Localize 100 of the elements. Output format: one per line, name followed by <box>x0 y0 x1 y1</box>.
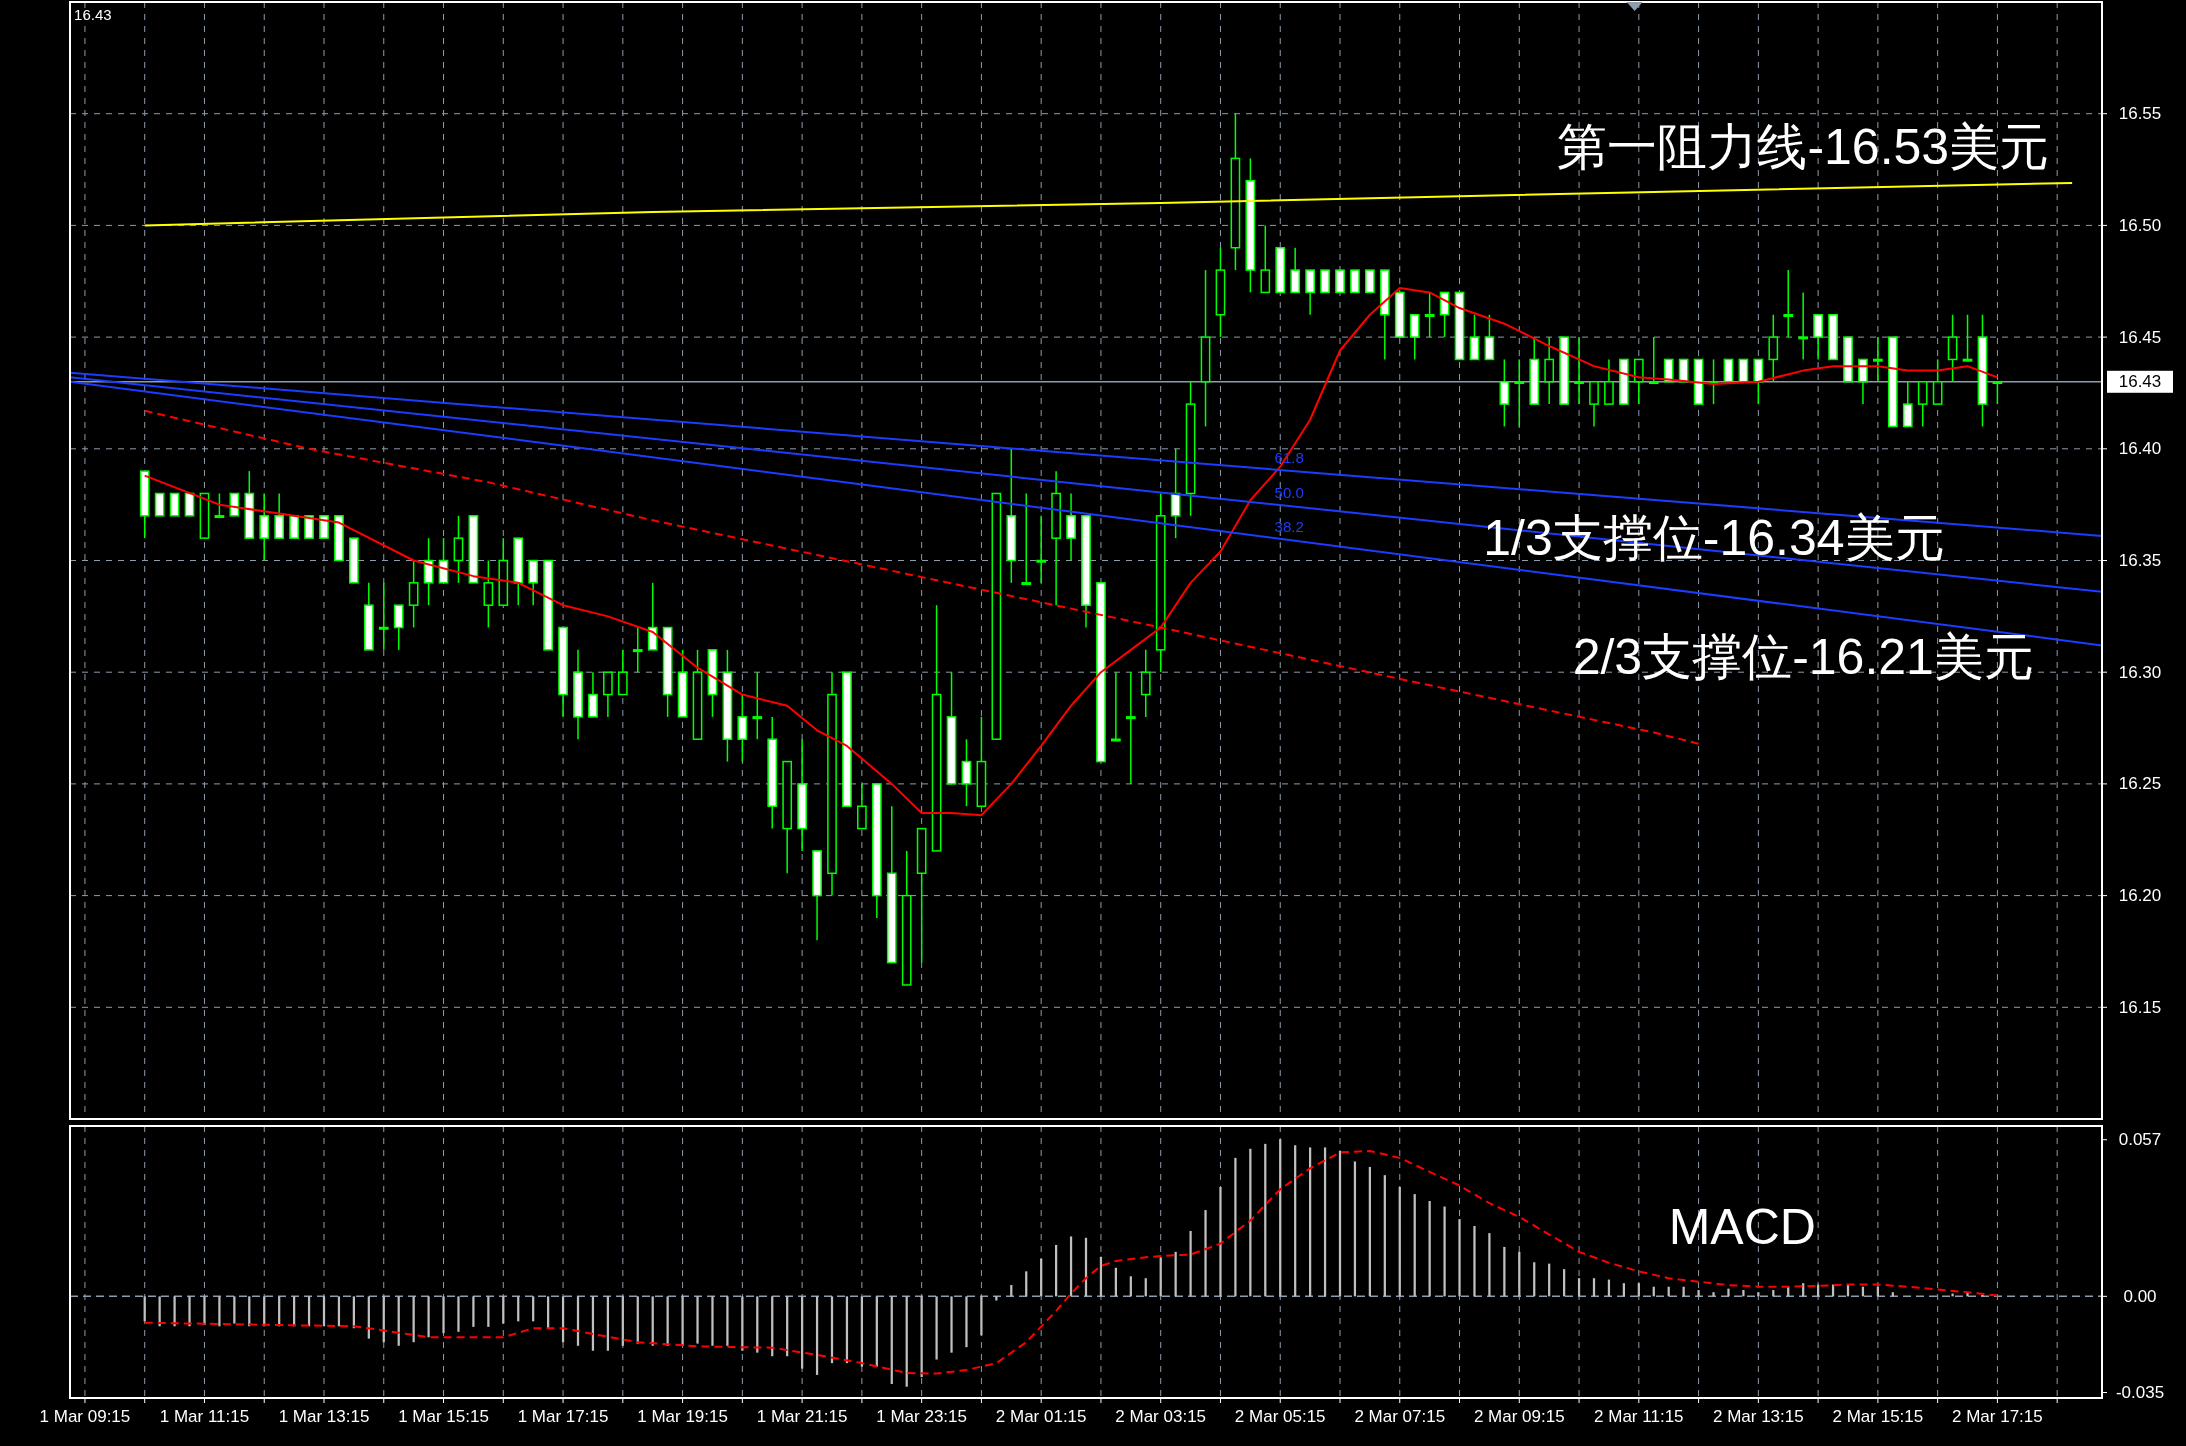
candlestick <box>1738 358 1749 383</box>
y-tick-label: 16.45 <box>2118 327 2162 347</box>
bar <box>1458 1219 1461 1297</box>
candlestick <box>1125 671 1136 785</box>
y-tick-label: 16.50 <box>2118 215 2162 235</box>
bar <box>965 1296 968 1348</box>
candlestick <box>1021 492 1032 586</box>
x-tick-label: 1 Mar 19:15 <box>637 1407 728 1426</box>
x-tick-label: 2 Mar 05:15 <box>1234 1407 1326 1426</box>
candlestick <box>737 693 748 763</box>
bar <box>681 1296 684 1346</box>
y-tick-label: 16.15 <box>2118 997 2162 1017</box>
bar <box>322 1296 326 1327</box>
candlestick <box>1589 381 1599 428</box>
bar <box>1219 1186 1222 1297</box>
bar <box>1204 1210 1207 1297</box>
series-label: 38.2 <box>1274 517 1304 535</box>
candlestick <box>1409 314 1420 361</box>
candlestick <box>647 582 658 651</box>
bar <box>1951 1293 1954 1297</box>
annotation: MACD <box>1668 1198 1816 1255</box>
y-tick-label: 16.30 <box>2118 662 2162 682</box>
candlestick <box>483 559 494 629</box>
y-tick-label: 16.35 <box>2118 551 2162 570</box>
candlestick <box>961 738 972 807</box>
candlestick <box>1365 269 1375 294</box>
candlestick <box>1469 314 1480 361</box>
candlestick <box>632 626 643 673</box>
candlestick <box>1140 649 1151 718</box>
candlestick <box>1917 381 1928 428</box>
candlestick <box>1783 269 1794 338</box>
candlestick <box>1544 336 1555 405</box>
y-tick-label: -0.035 <box>2115 1383 2165 1403</box>
x-tick-label: 2 Mar 01:15 <box>995 1407 1087 1426</box>
candlestick <box>1484 314 1495 361</box>
candlestick <box>1170 448 1181 539</box>
candlestick <box>603 671 613 718</box>
bar <box>606 1296 609 1351</box>
x-tick-label: 2 Mar 13:15 <box>1712 1407 1804 1426</box>
bar <box>457 1296 460 1332</box>
candlestick <box>393 604 404 651</box>
x-tick-label: 1 Mar 15:15 <box>398 1407 489 1426</box>
candlestick <box>214 492 225 519</box>
x-tick-label: 2 Mar 17:15 <box>1952 1407 2043 1426</box>
bar <box>218 1296 221 1327</box>
candlestick <box>1424 291 1435 338</box>
bar <box>1234 1157 1237 1297</box>
candlestick <box>319 515 329 539</box>
y-tick-label: 0.00 <box>2123 1286 2157 1306</box>
candlestick <box>1335 269 1345 294</box>
y-tick-label: 16.20 <box>2118 886 2162 906</box>
candlestick <box>1320 269 1330 294</box>
candlestick <box>1260 224 1271 294</box>
x-tick-label: 1 Mar 17:15 <box>517 1407 609 1426</box>
bar <box>173 1296 176 1327</box>
candlestick <box>1514 358 1525 428</box>
candlestick <box>1858 358 1868 405</box>
candlestick <box>1947 314 1958 383</box>
candlestick <box>617 649 628 696</box>
candlestick <box>453 515 464 584</box>
candlestick <box>378 582 389 651</box>
x-tick-label: 1 Mar 09:15 <box>39 1407 131 1426</box>
candlestick <box>154 492 165 517</box>
candlestick <box>857 783 867 830</box>
bar <box>696 1296 699 1344</box>
annotation: 2/3支撑位-16.21美元 <box>1572 628 2034 685</box>
candlestick <box>1574 336 1584 405</box>
bar <box>442 1296 445 1334</box>
bar <box>233 1296 236 1324</box>
candlestick <box>1290 246 1301 294</box>
candlestick <box>1932 358 1943 405</box>
bar <box>726 1296 729 1346</box>
candlestick <box>1753 358 1764 405</box>
x-tick-label: 1 Mar 23:15 <box>876 1407 968 1426</box>
bar <box>1727 1288 1730 1297</box>
series-label: 50.0 <box>1274 483 1304 501</box>
bar <box>1712 1292 1715 1297</box>
candlestick <box>1873 336 1883 383</box>
bar <box>1443 1206 1446 1297</box>
candlestick <box>752 671 763 740</box>
ref-line-label: 16.43 <box>2118 372 2162 392</box>
x-tick-label: 2 Mar 15:15 <box>1832 1407 1924 1426</box>
bar <box>801 1296 804 1369</box>
candlestick <box>274 492 285 539</box>
candlestick <box>1663 358 1674 383</box>
candlestick <box>1633 358 1644 405</box>
bar <box>1742 1290 1745 1297</box>
y-tick-label: 0.057 <box>2118 1130 2162 1150</box>
bar <box>815 1296 819 1375</box>
bar <box>950 1296 953 1353</box>
candlestick <box>1648 336 1659 385</box>
bar <box>502 1296 505 1324</box>
bar <box>337 1296 341 1327</box>
candlestick <box>1902 381 1913 428</box>
candlestick <box>1350 269 1360 294</box>
candlestick <box>1036 515 1047 584</box>
bar <box>1697 1290 1700 1297</box>
candlestick <box>1798 291 1809 361</box>
candlestick <box>169 492 180 517</box>
bar <box>472 1296 475 1327</box>
